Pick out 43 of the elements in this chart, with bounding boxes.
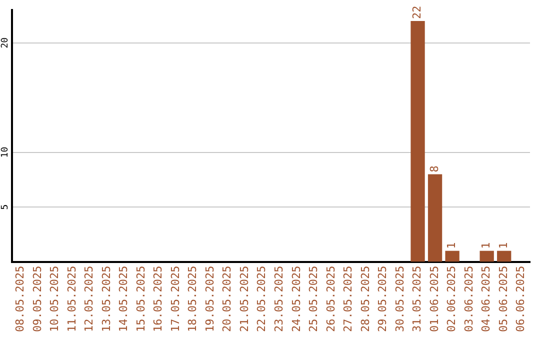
x-tick-label: 22.05.2025 — [255, 266, 268, 332]
x-tick-label: 20.05.2025 — [220, 266, 234, 332]
x-tick-label: 19.05.2025 — [203, 266, 216, 332]
x-tick-label: 31.05.2025 — [410, 266, 424, 332]
x-tick-label: 02.06.2025 — [445, 266, 458, 332]
x-tick-label: 25.05.2025 — [307, 266, 320, 332]
x-tick-label: 28.05.2025 — [358, 266, 372, 332]
bar — [410, 20, 425, 262]
x-tick-label: 26.05.2025 — [324, 266, 338, 332]
x-tick-label: 15.05.2025 — [134, 266, 148, 332]
x-tick-label: 12.05.2025 — [82, 266, 96, 332]
x-tick-label: 30.05.2025 — [393, 266, 406, 332]
x-tick-label: 04.06.2025 — [480, 266, 493, 332]
y-tick-label: 10 — [0, 146, 10, 158]
x-tick-label: 21.05.2025 — [238, 266, 251, 332]
data-label: 1 — [496, 242, 510, 249]
bar — [428, 174, 442, 262]
y-tick-label: 20 — [0, 37, 10, 48]
bar — [445, 250, 460, 262]
x-tick-label: 10.05.2025 — [48, 266, 62, 332]
x-tick-label: 23.05.2025 — [272, 266, 286, 332]
bar — [497, 250, 512, 262]
x-tick-label: 13.05.2025 — [100, 266, 113, 332]
x-tick-label: 05.06.2025 — [496, 266, 510, 332]
x-tick-label: 08.05.2025 — [13, 266, 26, 332]
data-label: 1 — [480, 242, 493, 249]
x-tick-label: 06.06.2025 — [514, 266, 528, 332]
x-tick-label: 11.05.2025 — [65, 266, 78, 332]
x-tick-label: 03.06.2025 — [462, 266, 476, 332]
x-tick-label: 16.05.2025 — [152, 266, 165, 332]
bar — [480, 250, 494, 262]
x-tick-label: 09.05.2025 — [30, 266, 44, 332]
data-label: 1 — [445, 242, 458, 249]
x-tick-label: 14.05.2025 — [117, 266, 130, 332]
data-label: 22 — [410, 6, 424, 19]
x-tick-label: 24.05.2025 — [290, 266, 303, 332]
y-tick-label: 5 — [0, 204, 10, 210]
x-tick-label: 29.05.2025 — [376, 266, 390, 332]
x-tick-label: 01.06.2025 — [428, 266, 441, 332]
data-label: 8 — [428, 166, 441, 172]
x-tick-label: 27.05.2025 — [342, 266, 355, 332]
x-tick-label: 18.05.2025 — [186, 266, 200, 332]
x-tick-label: 17.05.2025 — [168, 266, 182, 332]
